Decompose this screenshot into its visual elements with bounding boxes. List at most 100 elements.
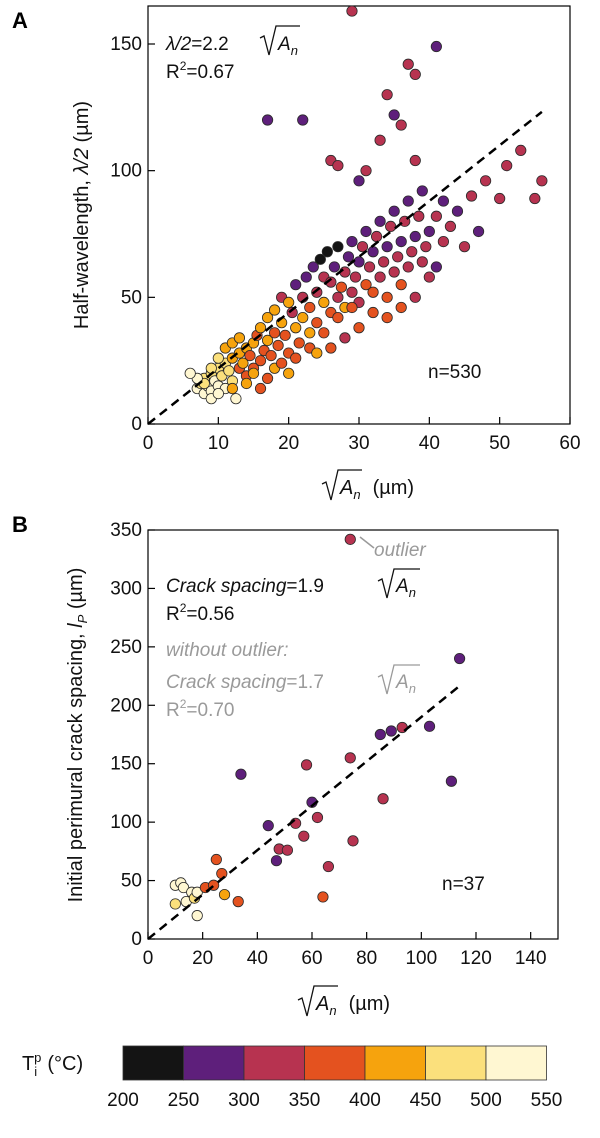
panel-b-equation-text: Crack spacing=1.9	[166, 576, 324, 597]
panel-b-ytick-label: 100	[110, 812, 142, 833]
panel-a-point	[374, 134, 386, 146]
panel-a-point	[430, 261, 442, 273]
panel-a-point	[409, 291, 421, 303]
colorbar-tick-label: 350	[289, 1090, 321, 1111]
panel-a-point	[529, 192, 541, 205]
panel-b-label: B	[12, 512, 28, 537]
panel-b-point	[374, 728, 386, 741]
panel-a-point	[325, 342, 337, 354]
panel-a-point	[247, 367, 260, 379]
panel-b-alt-header: without outlier:	[166, 640, 289, 661]
panel-a-point	[413, 210, 425, 222]
panel-a-equation: λ/2=2.2 An	[165, 25, 300, 58]
panel-b-alt-equation: Crack spacing=1.7 An	[166, 664, 420, 696]
panel-a-point	[237, 357, 249, 369]
panel-a-point	[290, 352, 302, 364]
outlier-label: outlier	[374, 540, 426, 561]
panel-a-point	[381, 311, 393, 324]
panel-b-ytick-label: 150	[110, 754, 142, 775]
panel-a-point	[346, 286, 358, 298]
panel-a-point	[363, 261, 376, 273]
panel-a-point	[353, 256, 365, 268]
panel-a-point	[349, 271, 362, 283]
panel-a-point	[254, 322, 267, 334]
panel-a-point	[360, 279, 372, 291]
panel-a-point	[388, 266, 400, 278]
panel-a-point	[272, 339, 284, 352]
panel-a-point	[261, 334, 274, 346]
panel-a-ticks: 0 10 20 30 40 50 60 0 50 100 150	[110, 34, 580, 454]
panel-a-xtick-label: 10	[208, 433, 229, 454]
panel-a-point	[261, 311, 274, 324]
panel-b-axes: 0 20 40 60 80 100 120 140 0 50 100 150 200 250 300 350	[110, 520, 559, 969]
colorbar-tick-label: 500	[470, 1090, 502, 1111]
panel-a-point	[356, 241, 369, 253]
panel-a-point	[388, 109, 400, 121]
panel-a-xlabel: An (µm)	[321, 469, 414, 502]
panel-a-point	[318, 296, 330, 308]
panel-a-point	[451, 205, 464, 217]
panel-a-xtick-label: 50	[489, 433, 510, 454]
panel-b-ytick-label: 0	[131, 929, 142, 950]
colorbar-tick-label: 550	[531, 1090, 563, 1111]
panel-b-xtick-label: 20	[192, 948, 213, 969]
colorbar-ticks: 200 250 300 350 400 450 500 550	[107, 1090, 562, 1111]
colorbar-segment	[425, 1045, 487, 1081]
panel-a-point	[332, 241, 344, 253]
panel-a-point	[367, 306, 379, 319]
panel-b-fit-line	[147, 684, 461, 940]
panel-b-point	[235, 768, 247, 780]
panel-a-point	[501, 160, 513, 172]
panel-b-point	[344, 533, 356, 545]
panel-a-point	[290, 279, 302, 291]
panel-b-alt-sqrt-arg: An	[395, 672, 416, 696]
panel-b-frame	[147, 529, 559, 940]
panel-a-point	[402, 261, 414, 273]
panel-a-point	[367, 246, 379, 258]
panel-a-xtick-label: 0	[143, 433, 154, 454]
panel-a-points	[184, 5, 548, 405]
panel-a-xlabel-sqrt-sign	[321, 469, 362, 501]
panel-a-point	[233, 332, 246, 344]
panel-a-point	[430, 40, 442, 53]
panel-a-point	[385, 220, 397, 232]
panel-b-xtick-label: 60	[301, 948, 322, 969]
panel-b-point	[423, 720, 436, 732]
panel-a-point	[353, 175, 365, 187]
panel-a-point	[374, 215, 386, 227]
panel-b-point	[377, 793, 389, 805]
panel-a-point	[328, 261, 340, 273]
panel-b-point	[191, 910, 203, 922]
panel-a-point	[304, 301, 316, 314]
panel-a-point	[420, 241, 432, 253]
panel-b-point	[169, 898, 181, 910]
panel-b-point	[232, 896, 244, 908]
colorbar-tick-label: 300	[228, 1090, 260, 1111]
panel-b-ytick-label: 350	[110, 520, 142, 541]
panel-b-alt-equation-text: Crack spacing=1.7	[166, 672, 324, 693]
panel-a-fit-line	[147, 110, 543, 425]
panel-a-point	[332, 291, 344, 303]
panel-a-point	[283, 296, 295, 308]
panel-a-point	[332, 311, 344, 324]
panel-a-equation-text: λ/2=2.2	[165, 34, 229, 55]
panel-a-label: A	[12, 8, 28, 33]
panel-a-point	[212, 352, 224, 364]
panel-a-point	[184, 367, 196, 379]
panel-a-point	[304, 327, 316, 339]
panel-a-point	[395, 301, 407, 314]
panel-a-point	[536, 175, 548, 187]
panel-b-xtick-label: 120	[460, 948, 492, 969]
panel-a-point	[297, 114, 309, 126]
panel-a-point	[378, 256, 390, 268]
panel-a-point	[458, 241, 471, 253]
panel-b-xtick-label: 140	[515, 948, 547, 969]
outlier-leader-line	[359, 536, 375, 549]
panel-b-ytick-label: 300	[110, 578, 142, 599]
panel-a-axes: 0 10 20 30 40 50 60 0 50 100 150	[110, 5, 581, 454]
panel-b-point	[445, 775, 457, 787]
panel-a-point	[472, 225, 485, 238]
panel-b-xlabel-sqrt-sign	[297, 985, 338, 1017]
panel-b-point	[453, 652, 466, 665]
panel-a-point	[293, 337, 305, 349]
